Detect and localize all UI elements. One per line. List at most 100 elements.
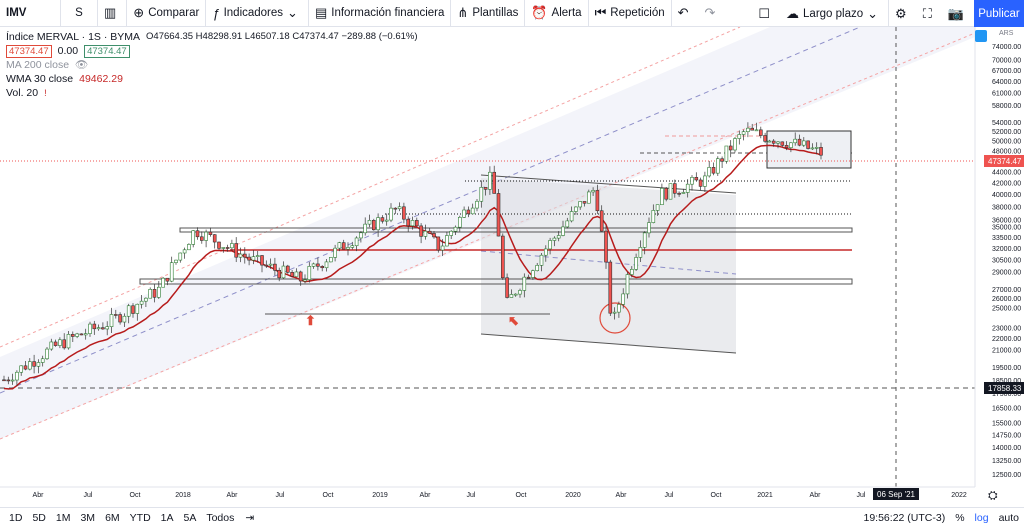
replay-label: Repetición (610, 7, 665, 19)
candle-body (698, 179, 703, 187)
layout-toggle[interactable]: ☐ (752, 0, 780, 27)
layout-button[interactable]: ☁ Largo plazo ⌄ (780, 0, 888, 27)
fullscreen-button[interactable]: ⛶ (917, 0, 942, 27)
legend-vol-row[interactable]: Vol. 20 ! (6, 86, 418, 100)
range-button-5d[interactable]: 5D (32, 512, 46, 524)
candle-body (212, 234, 217, 243)
candle-body (496, 193, 501, 237)
cloud-icon: ☁ (786, 5, 800, 21)
layout-label: Largo plazo (803, 7, 864, 20)
templates-button[interactable]: ⋔ Plantillas (451, 0, 524, 27)
price-tick-label: 18500.00 (992, 378, 1021, 385)
candle-body (462, 209, 466, 218)
candle-body (535, 265, 540, 272)
candles-layer (2, 122, 823, 386)
undo-button[interactable]: ↶ (672, 0, 699, 27)
legend-title-row: Índice MERVAL · 1S · BYMA O47664.35 H482… (6, 30, 418, 44)
candle-body (612, 311, 617, 314)
candle-body (371, 220, 376, 231)
candle-body (599, 210, 604, 232)
price-tick-label: 67000.00 (992, 68, 1021, 75)
legend-title[interactable]: Índice MERVAL · 1S · BYMA (6, 31, 141, 43)
cursor-date-tag: 06 Sep '21 (877, 490, 916, 499)
price-tick-label: 22000.00 (992, 336, 1021, 343)
candles-icon: ▥ (104, 5, 117, 20)
candle-body (144, 297, 148, 302)
candle-body (105, 326, 109, 330)
price-tick-label: 74000.00 (992, 44, 1021, 51)
candle-body (187, 244, 191, 251)
range-button-1d[interactable]: 1D (9, 512, 23, 524)
candle-body (784, 145, 789, 149)
price-tick-label: 29000.00 (992, 270, 1021, 277)
clock-label[interactable]: 19:56:22 (UTC-3) (863, 512, 946, 524)
price-chart[interactable]: ⬆ ⬉ ARS 74000.00 70000.00 67000.00 64000.00… (0, 26, 1024, 507)
range-button-6m[interactable]: 6M (105, 512, 120, 524)
legend-wma30-row[interactable]: WMA 30 close 49462.29 (6, 72, 418, 86)
candle-body (135, 303, 140, 314)
publish-button[interactable]: Publicar (974, 0, 1024, 27)
financials-label: Información financiera (331, 7, 445, 19)
range-button-1m[interactable]: 1M (55, 512, 71, 524)
candle-body (45, 348, 49, 360)
time-tick-label: 2019 (372, 492, 388, 499)
interval-button[interactable]: S (61, 0, 97, 27)
symbol-search[interactable]: IMV (0, 0, 60, 27)
redo-button[interactable]: ↷ (699, 0, 726, 27)
camera-icon: 📷 (947, 5, 964, 21)
candle-body (62, 339, 67, 349)
financials-button[interactable]: ▤ Información financiera (309, 0, 450, 27)
candle-body (285, 265, 290, 273)
time-tick-label: Abr (616, 492, 628, 499)
percent-toggle[interactable]: % (955, 512, 965, 524)
candle-body (328, 257, 333, 263)
settings-button[interactable]: ⚙ (889, 0, 917, 27)
candle-body (83, 333, 88, 336)
candle-body (647, 222, 651, 234)
price-tick-label: 48000.00 (992, 148, 1021, 155)
settings-gear-icon[interactable]: ⛭ (988, 488, 998, 502)
range-button-5a[interactable]: 5A (183, 512, 197, 524)
candle-body (114, 314, 118, 316)
candle-body (152, 289, 157, 298)
snapshot-button[interactable]: 📷 (942, 0, 974, 27)
square-icon: ☐ (758, 5, 771, 21)
candle-body (660, 187, 664, 206)
replay-button[interactable]: ⏮ Repetición (589, 0, 671, 27)
price-axis-bg (975, 27, 1024, 487)
candle-body (32, 361, 36, 367)
indicators-button[interactable]: ƒ Indicadores ⌄ (206, 0, 308, 27)
candle-body (298, 271, 303, 282)
candle-body (350, 245, 355, 248)
eye-icon[interactable]: 👁 (75, 59, 89, 71)
compare-button[interactable]: ⊕ Comparar (127, 0, 205, 27)
alert-button[interactable]: ⏰ Alerta (525, 0, 587, 27)
legend-ma200-row[interactable]: MA 200 close 👁 (6, 58, 418, 72)
price-tick-label: 30500.00 (992, 257, 1021, 264)
auto-toggle[interactable]: auto (998, 512, 1019, 524)
candle-body (311, 263, 316, 267)
candle-body (776, 141, 780, 144)
range-button-todos[interactable]: Todos (206, 512, 235, 524)
range-button-1a[interactable]: 1A (160, 512, 174, 524)
price-axis[interactable]: ARS 74000.00 70000.00 67000.00 64000.00 6100… (974, 27, 1024, 487)
bar-style-button[interactable]: ▥ (98, 0, 126, 27)
candle-body (290, 272, 294, 277)
price-tick-label: 52000.00 (992, 129, 1021, 136)
candle-body (96, 327, 101, 330)
candle-body (741, 131, 746, 135)
replay-icon: ⏮ (594, 5, 607, 20)
price-tick-label: 61000.00 (992, 91, 1021, 98)
bid-badge[interactable]: 47374.47 (6, 44, 52, 58)
candle-body (754, 129, 759, 132)
candle-body (513, 293, 518, 296)
fullscreen-icon: ⛶ (922, 5, 932, 21)
sync-icon[interactable] (975, 30, 987, 42)
time-axis[interactable]: Abr Jul Oct 2018 Abr Jul Oct 2019 Abr Jul Oct 2020 A… (0, 486, 998, 502)
chart-pane[interactable]: ⬆ ⬉ ARS 74000.00 70000.00 67000.00 64000.00… (0, 26, 1024, 507)
range-button-ytd[interactable]: YTD (129, 512, 151, 524)
ask-badge[interactable]: 47374.47 (84, 44, 130, 58)
calendar-range-icon[interactable]: ⇥ (245, 512, 255, 524)
range-button-3m[interactable]: 3M (80, 512, 96, 524)
log-toggle[interactable]: log (974, 512, 989, 524)
